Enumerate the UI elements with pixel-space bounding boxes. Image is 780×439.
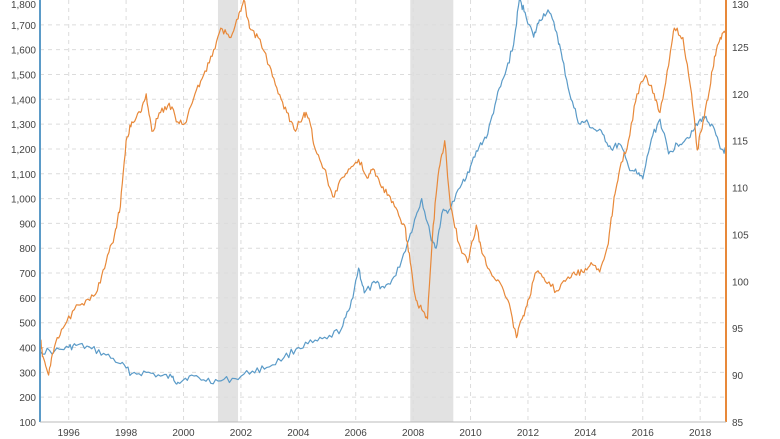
x-tick-label: 2002 (230, 428, 253, 439)
y-left-tick-label: 800 (19, 244, 36, 255)
y-right-tick-label: 120 (732, 90, 749, 101)
series-line-right (39, 0, 727, 376)
x-tick-label: 2014 (574, 428, 597, 439)
y-left-tick-label: 100 (19, 418, 36, 429)
x-tick-label: 2008 (402, 428, 425, 439)
y-left-tick-label: 1,700 (11, 21, 36, 32)
y-right-tick-label: 85 (732, 418, 744, 429)
y-left-tick-label: 400 (19, 344, 36, 355)
tick-labels: 100 200 300 400 500 600 700 800 900 1,000 1,100 1,2… (11, 0, 749, 439)
y-right-tick-label: 110 (732, 184, 748, 195)
y-left-tick-label: 1,500 (11, 70, 36, 81)
y-left-tick-label: 1,300 (11, 120, 36, 131)
recession-band (217, 0, 239, 422)
series-line-left (39, 0, 727, 385)
y-right-tick-label: 115 (732, 137, 748, 148)
y-left-tick-label: 1,600 (11, 46, 36, 57)
y-left-tick-label: 900 (19, 219, 36, 230)
x-tick-label: 2004 (287, 428, 310, 439)
y-right-tick-label: 125 (732, 43, 749, 54)
y-left-tick-label: 600 (19, 294, 36, 305)
y-right-tick-label: 100 (732, 277, 749, 288)
x-tick-label: 2006 (345, 428, 368, 439)
y-right-tick-label: 90 (732, 371, 744, 382)
axes (39, 0, 727, 423)
y-right-tick-label: 130 (732, 0, 749, 11)
y-right-tick-label: 105 (732, 230, 749, 241)
y-right-tick-label: 95 (732, 324, 744, 335)
y-left-tick-label: 1,200 (11, 145, 36, 156)
y-left-tick-label: 200 (19, 393, 36, 404)
x-tick-label: 2018 (689, 428, 712, 439)
y-left-tick-label: 700 (19, 269, 36, 280)
x-tick-label: 2016 (632, 428, 655, 439)
x-tick-label: 1996 (58, 428, 81, 439)
y-left-tick-label: 1,100 (11, 170, 36, 181)
y-left-tick-label: 1,800 (11, 0, 36, 11)
x-tick-label: 2000 (172, 428, 195, 439)
y-left-tick-label: 300 (19, 368, 36, 379)
series-lines (39, 0, 727, 385)
y-left-tick-label: 1,000 (11, 195, 36, 206)
x-tick-label: 2012 (517, 428, 540, 439)
y-left-tick-label: 1,400 (11, 95, 36, 106)
gridlines (40, 0, 726, 422)
y-left-tick-label: 500 (19, 319, 36, 330)
x-tick-label: 2010 (459, 428, 482, 439)
x-tick-label: 1998 (115, 428, 138, 439)
